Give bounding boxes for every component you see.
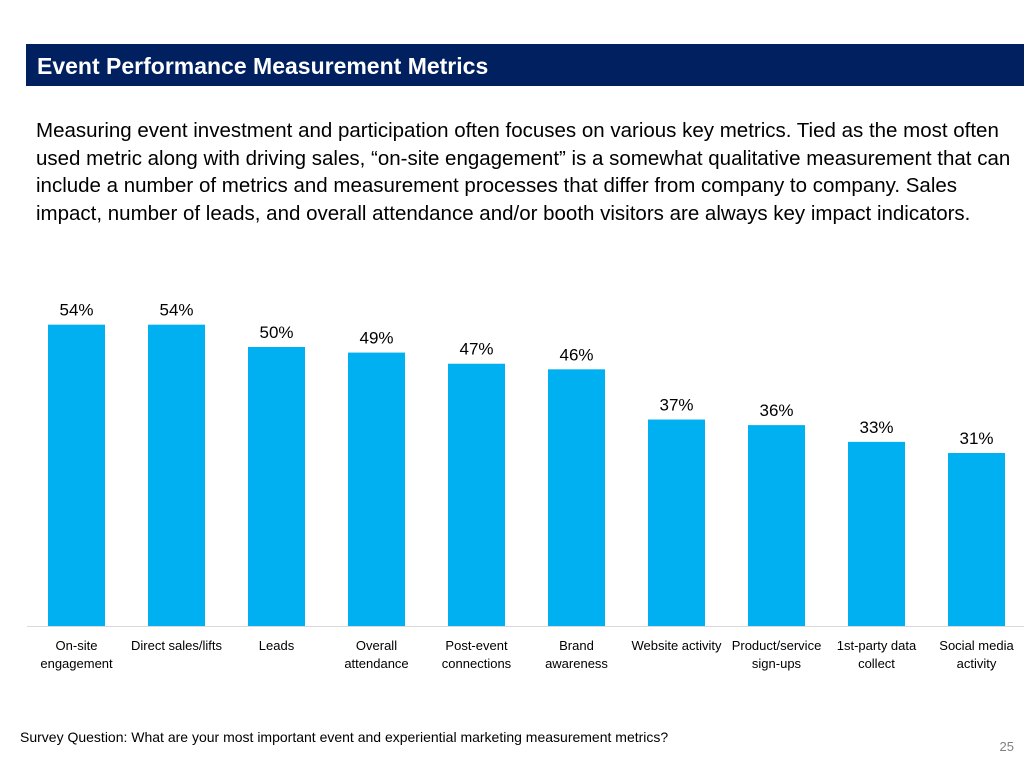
survey-question-footnote: Survey Question: What are your most impo… (20, 729, 669, 745)
data-label-6: 46% (559, 345, 593, 364)
bar-6 (548, 369, 605, 626)
bar-9 (848, 441, 905, 626)
category-label-6: Brand awareness (545, 638, 608, 671)
category-label-9: 1st-party data collect (837, 638, 917, 671)
bar-7 (648, 419, 705, 626)
bar-5 (448, 363, 505, 626)
bar-3 (248, 347, 305, 626)
category-label-3: Leads (259, 638, 295, 653)
data-label-5: 47% (459, 340, 493, 359)
data-label-9: 33% (859, 418, 893, 437)
title-bar: Event Performance Measurement Metrics (26, 44, 1024, 86)
category-label-1: On-site engagement (40, 638, 113, 671)
intro-paragraph: Measuring event investment and participa… (36, 119, 1011, 225)
category-label-10: Social media activity (939, 638, 1014, 671)
category-label-4: Overall attendance (344, 638, 408, 671)
page-title: Event Performance Measurement Metrics (37, 53, 489, 79)
data-label-3: 50% (259, 323, 293, 342)
category-label-5: Post-event connections (442, 638, 512, 671)
data-label-1: 54% (59, 301, 93, 320)
bar-4 (348, 352, 405, 626)
data-label-10: 31% (959, 429, 993, 448)
category-label-2: Direct sales/lifts (131, 638, 223, 653)
data-label-4: 49% (359, 329, 393, 348)
data-label-8: 36% (759, 401, 793, 420)
data-label-7: 37% (659, 396, 693, 415)
bar-10 (948, 453, 1005, 626)
data-label-2: 54% (159, 301, 193, 320)
bar-1 (48, 324, 105, 626)
bar-2 (148, 324, 205, 626)
bar-8 (748, 425, 805, 626)
bar-chart: 54% On-site engagement 54% Direct sales/lift… (27, 301, 1024, 671)
category-label-7: Website activity (631, 638, 722, 653)
page-number: 25 (999, 739, 1014, 754)
category-label-8: Product/service sign-ups (732, 638, 822, 671)
